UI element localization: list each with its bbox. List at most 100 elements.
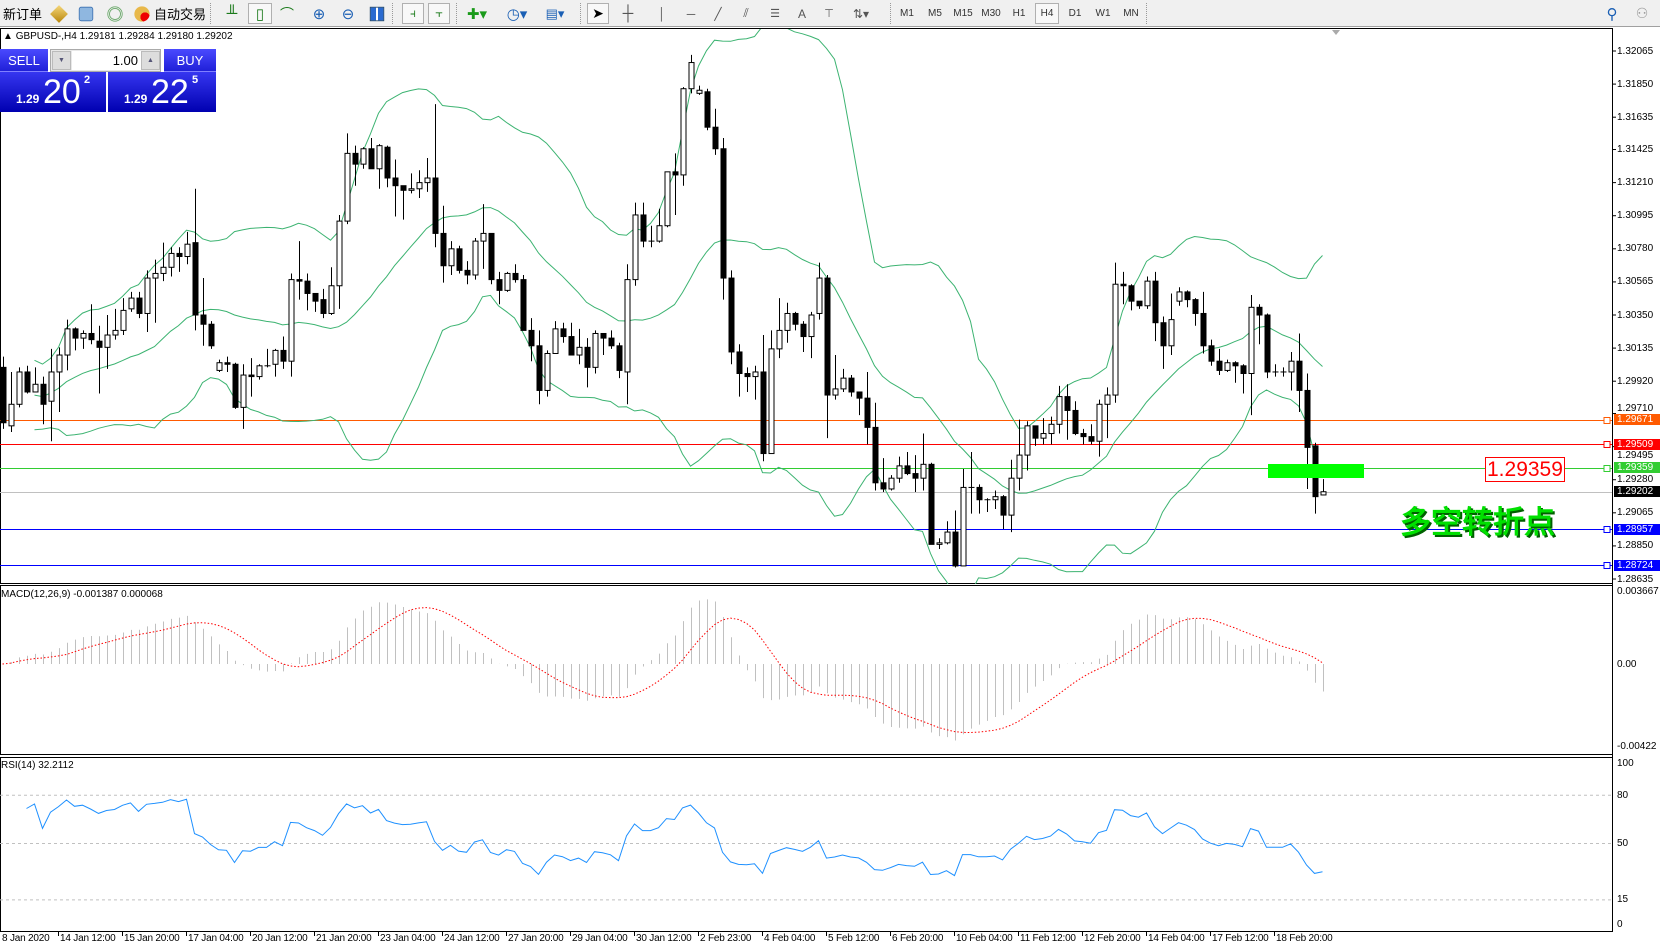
chart-shift-icon[interactable]: ⫞: [402, 3, 424, 24]
tile-windows-icon[interactable]: [366, 3, 388, 24]
indicator-tick-label: 50: [1617, 838, 1629, 849]
timeframe-h4[interactable]: H4: [1035, 3, 1059, 24]
candle: [8, 371, 15, 433]
toolbar-separator: [456, 3, 457, 24]
templates-icon[interactable]: ▤▾: [545, 5, 565, 21]
lot-size-input[interactable]: 1.00: [72, 51, 141, 70]
cursor-icon[interactable]: ➤: [587, 3, 609, 24]
time-tick-label: 18 Feb 20:00: [1276, 933, 1333, 944]
channel-icon[interactable]: ⫽: [743, 6, 749, 20]
buy-price[interactable]: 1.29 22 5: [108, 72, 216, 112]
sell-button[interactable]: SELL: [0, 49, 48, 72]
candle-bear-body: [1264, 314, 1271, 373]
candle: [1104, 387, 1111, 439]
candle: [280, 336, 287, 369]
candle: [1200, 291, 1207, 354]
candle-bear-body: [904, 465, 911, 475]
candle: [960, 468, 967, 567]
arrows-icon[interactable]: ⇅▾: [852, 6, 870, 21]
candle-bear-body: [280, 349, 287, 362]
timeframe-m1[interactable]: M1: [900, 8, 914, 19]
candle-bear-body: [744, 373, 751, 378]
fibonacci-icon[interactable]: ☰: [770, 8, 780, 20]
candle-bull-body: [168, 252, 175, 268]
candle: [496, 271, 503, 305]
text-icon[interactable]: A: [797, 6, 806, 21]
candle: [1312, 442, 1319, 514]
pivot-text-label[interactable]: 多空转折点: [1400, 505, 1555, 541]
candlestick-icon[interactable]: ▯: [248, 3, 272, 24]
pivot-rectangle[interactable]: [1268, 464, 1364, 478]
timeframe-h1[interactable]: H1: [1012, 8, 1026, 19]
auto-scroll-icon[interactable]: ⫟: [428, 3, 450, 24]
timeframe-mn[interactable]: MN: [1123, 8, 1139, 19]
timeframe-d1[interactable]: D1: [1068, 8, 1082, 19]
horizontal-line-icon[interactable]: ─: [686, 6, 696, 21]
candle: [968, 452, 975, 514]
timeframe-m15[interactable]: M15: [953, 8, 973, 19]
candle-bear-body: [1200, 312, 1207, 347]
candle-bear-body: [496, 279, 503, 291]
level-handle: [1603, 526, 1611, 533]
signals-icon[interactable]: [104, 3, 126, 24]
periods-icon[interactable]: ◷▾: [506, 5, 528, 23]
macd-label: MACD(12,26,9) -0.001387 0.000068: [1, 589, 163, 600]
candle: [936, 538, 943, 549]
trendline-icon[interactable]: ╱: [714, 6, 722, 21]
indicators-icon[interactable]: ✚▾: [466, 5, 488, 23]
candle: [1008, 459, 1015, 533]
candle: [800, 321, 807, 352]
crosshair-icon[interactable]: ┼: [622, 5, 634, 22]
zoom-in-icon[interactable]: ⊕: [312, 5, 326, 23]
candle-bull-body: [1168, 319, 1175, 347]
candle-bull-body: [152, 272, 159, 279]
sell-price[interactable]: 1.29 20 2: [0, 72, 106, 112]
candle: [528, 318, 535, 362]
candle-bear-body: [88, 332, 95, 341]
search-icon[interactable]: ⚲: [1606, 5, 1618, 23]
timeframe-w1[interactable]: W1: [1095, 8, 1111, 19]
lot-size-stepper[interactable]: ▼ 1.00 ▲: [50, 49, 161, 72]
candle-bear-body: [24, 371, 31, 393]
timeframe-m30[interactable]: M30: [981, 8, 1001, 19]
candle-bull-body: [424, 177, 431, 184]
candle: [392, 159, 399, 217]
candle: [128, 291, 135, 312]
candle: [664, 171, 671, 228]
candle: [1016, 419, 1023, 491]
pivot-price-label[interactable]: 1.29359: [1485, 457, 1565, 482]
line-chart-icon[interactable]: ⌒: [280, 5, 294, 22]
candle: [720, 137, 727, 300]
candle-bull-body: [680, 88, 687, 176]
toolbar-separator: [1146, 3, 1147, 24]
candle: [632, 202, 639, 286]
zoom-out-icon[interactable]: ⊖: [341, 5, 355, 23]
candle: [312, 292, 319, 312]
price-tick-label: 1.29920: [1617, 375, 1654, 387]
candle-bull-body: [840, 377, 847, 390]
lot-increase-button[interactable]: ▲: [141, 51, 160, 70]
auto-trading-button[interactable]: 自动交易: [133, 3, 206, 24]
candle-bear-body: [320, 299, 327, 314]
new-order-button[interactable]: 新订单: [3, 7, 43, 22]
navigator-icon[interactable]: [75, 3, 97, 24]
candle: [368, 137, 375, 170]
candle: [1232, 361, 1239, 383]
bar-chart-icon[interactable]: ╨: [226, 5, 238, 22]
candle-bull-body: [64, 328, 71, 356]
community-icon[interactable]: ⚇: [1635, 5, 1649, 21]
price-tick-label: 1.30780: [1617, 243, 1654, 255]
vertical-line-icon[interactable]: │: [658, 6, 666, 21]
candle: [752, 365, 759, 400]
time-tick-label: 24 Jan 12:00: [444, 933, 500, 944]
candle: [440, 205, 447, 283]
text-label-icon[interactable]: ⊤: [824, 8, 834, 20]
candle-bull-body: [1040, 433, 1047, 439]
candle: [1144, 276, 1151, 309]
candle-bear-body: [1192, 299, 1199, 314]
buy-button[interactable]: BUY: [164, 49, 216, 72]
candle-bear-body: [440, 232, 447, 267]
timeframe-m5[interactable]: M5: [928, 8, 942, 19]
lot-decrease-button[interactable]: ▼: [52, 51, 71, 70]
